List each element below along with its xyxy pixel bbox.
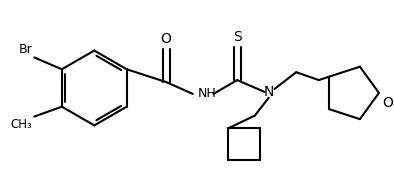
Text: Br: Br — [19, 43, 32, 56]
Text: O: O — [382, 96, 393, 110]
Text: N: N — [264, 85, 274, 99]
Text: S: S — [233, 30, 242, 44]
Text: NH: NH — [198, 87, 216, 100]
Text: O: O — [161, 32, 172, 46]
Text: CH₃: CH₃ — [11, 117, 32, 131]
